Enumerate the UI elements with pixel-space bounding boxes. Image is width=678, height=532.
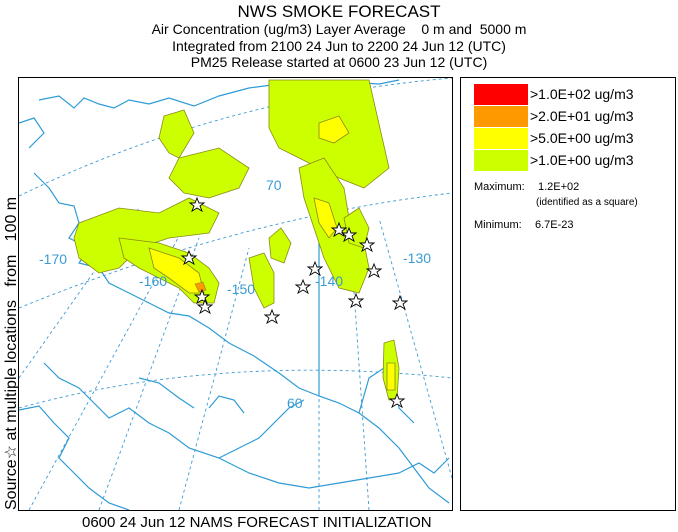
subtitle-concentration: Air Concentration (ug/m3) Layer Average … — [151, 21, 527, 37]
plume-core-north — [318, 115, 350, 144]
footer-initialization: 0600 24 Jun 12 NAMS FORECAST INITIALIZAT… — [82, 514, 432, 531]
source-star — [388, 392, 406, 409]
legend-panel: >1.0E+02 ug/m3 >2.0E+01 ug/m3 >5.0E+00 u… — [460, 77, 676, 511]
legend-label: >1.0E+02 ug/m3 — [530, 86, 634, 102]
plume-north-west — [158, 109, 195, 159]
plume-level-2 — [148, 115, 396, 391]
minimum-label: Minimum: — [474, 219, 522, 231]
source-star — [263, 308, 281, 325]
plume-south-central — [248, 252, 275, 309]
source-star — [358, 236, 376, 253]
label-lon-m170: -170 — [39, 251, 67, 267]
plume-level-3 — [194, 281, 207, 293]
legend-label: >1.0E+00 ug/m3 — [530, 152, 634, 168]
plume-small-1 — [268, 227, 292, 264]
legend-swatch-yellow — [474, 128, 528, 149]
plume-hotspot — [194, 281, 207, 293]
legend-label: >5.0E+00 ug/m3 — [530, 130, 634, 146]
maximum-label: Maximum: — [474, 181, 525, 193]
source-star — [347, 292, 365, 309]
label-lon-m160: -160 — [139, 273, 167, 289]
source-star — [340, 226, 358, 243]
map-title: NWS SMOKE FORECAST — [237, 2, 441, 21]
source-star — [193, 288, 211, 305]
plume-west — [73, 197, 220, 274]
parallel-70 — [19, 78, 452, 197]
source-star — [180, 249, 198, 266]
parallel-65 — [19, 192, 452, 309]
source-star — [391, 294, 409, 311]
source-star — [306, 260, 324, 277]
meridian-m170 — [19, 207, 140, 379]
legend-swatch-orange — [474, 106, 528, 127]
map-canvas: -170 -160 -150 -140 -130 70 60 — [19, 78, 452, 510]
label-lon-m130: -130 — [403, 250, 431, 266]
plume-core-southeast — [386, 362, 396, 391]
plume-core-central — [148, 247, 205, 294]
label-lat-60: 60 — [287, 395, 303, 411]
maximum-value: 1.2E+02 — [538, 181, 580, 193]
subtitle-release: PM25 Release started at 0600 23 Jun 12 (… — [190, 54, 488, 70]
source-markers — [180, 196, 409, 409]
source-star — [365, 262, 383, 279]
minimum-value: 6.7E-23 — [535, 219, 574, 231]
map-panel: -170 -160 -150 -140 -130 70 60 — [18, 77, 453, 511]
source-star — [196, 298, 214, 315]
plume-level-1 — [73, 79, 400, 401]
label-lon-m140: -140 — [315, 273, 343, 289]
label-lon-m150: -150 — [227, 281, 255, 297]
plume-central-north — [168, 147, 250, 199]
label-lat-70: 70 — [266, 177, 282, 193]
source-star — [188, 196, 206, 213]
graticule-labels: -170 -160 -150 -140 -130 70 60 — [39, 177, 431, 411]
legend-swatch-lime — [474, 150, 528, 171]
legend-label: >2.0E+01 ug/m3 — [530, 108, 634, 124]
maximum-note: (identified as a square) — [536, 197, 638, 208]
meridian-m140 — [348, 217, 370, 510]
legend-swatch-red — [474, 84, 528, 105]
source-star — [294, 278, 312, 295]
subtitle-integration: Integrated from 2100 24 Jun to 2200 24 J… — [172, 38, 506, 54]
